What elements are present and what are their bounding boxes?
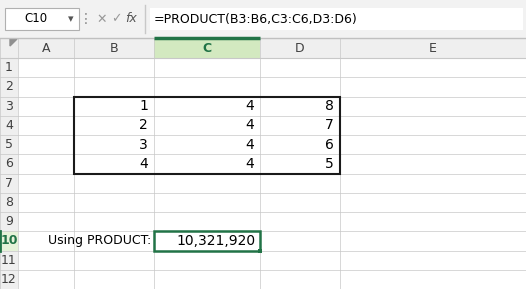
Bar	[0, 0, 526, 38]
Text: 4: 4	[5, 119, 13, 132]
Text: 8: 8	[325, 99, 334, 113]
Bar	[0, 193, 18, 212]
Bar	[18, 38, 74, 58]
Text: ✓: ✓	[111, 12, 122, 25]
Text: 2: 2	[5, 80, 13, 93]
Bar	[0, 135, 18, 154]
Text: 1: 1	[5, 61, 13, 74]
Bar	[154, 38, 260, 58]
Bar	[0, 97, 18, 116]
Polygon shape	[10, 39, 17, 46]
Bar	[74, 38, 154, 58]
Bar	[154, 231, 260, 251]
Text: D: D	[295, 42, 305, 55]
Bar	[260, 38, 340, 58]
Bar	[0, 77, 18, 97]
Bar	[0, 251, 18, 270]
Bar	[154, 231, 260, 251]
Text: 10,321,920: 10,321,920	[177, 234, 256, 248]
Text: 7: 7	[325, 118, 334, 132]
Text: 6: 6	[5, 158, 13, 171]
Bar	[0, 154, 18, 173]
Text: 7: 7	[5, 177, 13, 190]
Text: 2: 2	[139, 118, 148, 132]
Bar	[5, 8, 79, 30]
Text: 5: 5	[5, 138, 13, 151]
Text: 4: 4	[245, 99, 254, 113]
Text: ⋮: ⋮	[79, 12, 93, 26]
Text: 3: 3	[5, 100, 13, 113]
Text: B: B	[110, 42, 118, 55]
Text: Using PRODUCT:: Using PRODUCT:	[48, 234, 151, 247]
Text: =PRODUCT(B3:B6,C3:C6,D3:D6): =PRODUCT(B3:B6,C3:C6,D3:D6)	[154, 12, 358, 25]
Bar	[0, 58, 18, 77]
Text: 9: 9	[5, 215, 13, 228]
Bar	[0, 173, 18, 193]
Bar	[0, 116, 18, 135]
Bar	[340, 38, 526, 58]
Text: 4: 4	[245, 138, 254, 152]
Text: C: C	[203, 42, 211, 55]
Text: 6: 6	[325, 138, 334, 152]
Text: 3: 3	[139, 138, 148, 152]
Text: A: A	[42, 42, 50, 55]
Text: 4: 4	[245, 157, 254, 171]
Text: 5: 5	[325, 157, 334, 171]
Text: 11: 11	[1, 254, 17, 267]
Text: 4: 4	[245, 118, 254, 132]
Bar	[74, 97, 340, 173]
Bar	[0, 270, 18, 289]
Bar	[0, 212, 18, 231]
Text: ▾: ▾	[68, 14, 74, 24]
Text: 1: 1	[139, 99, 148, 113]
Bar	[0, 38, 526, 289]
Text: fx: fx	[125, 12, 137, 25]
Text: 12: 12	[1, 273, 17, 286]
Text: C10: C10	[24, 12, 47, 25]
Text: ✕: ✕	[97, 12, 107, 25]
Bar	[0, 231, 18, 251]
Text: 8: 8	[5, 196, 13, 209]
Bar	[150, 8, 523, 30]
Text: 10: 10	[0, 234, 18, 247]
Text: E: E	[429, 42, 437, 55]
Bar	[258, 249, 261, 253]
Bar	[0, 38, 18, 58]
Text: 4: 4	[139, 157, 148, 171]
Bar	[0, 38, 18, 58]
